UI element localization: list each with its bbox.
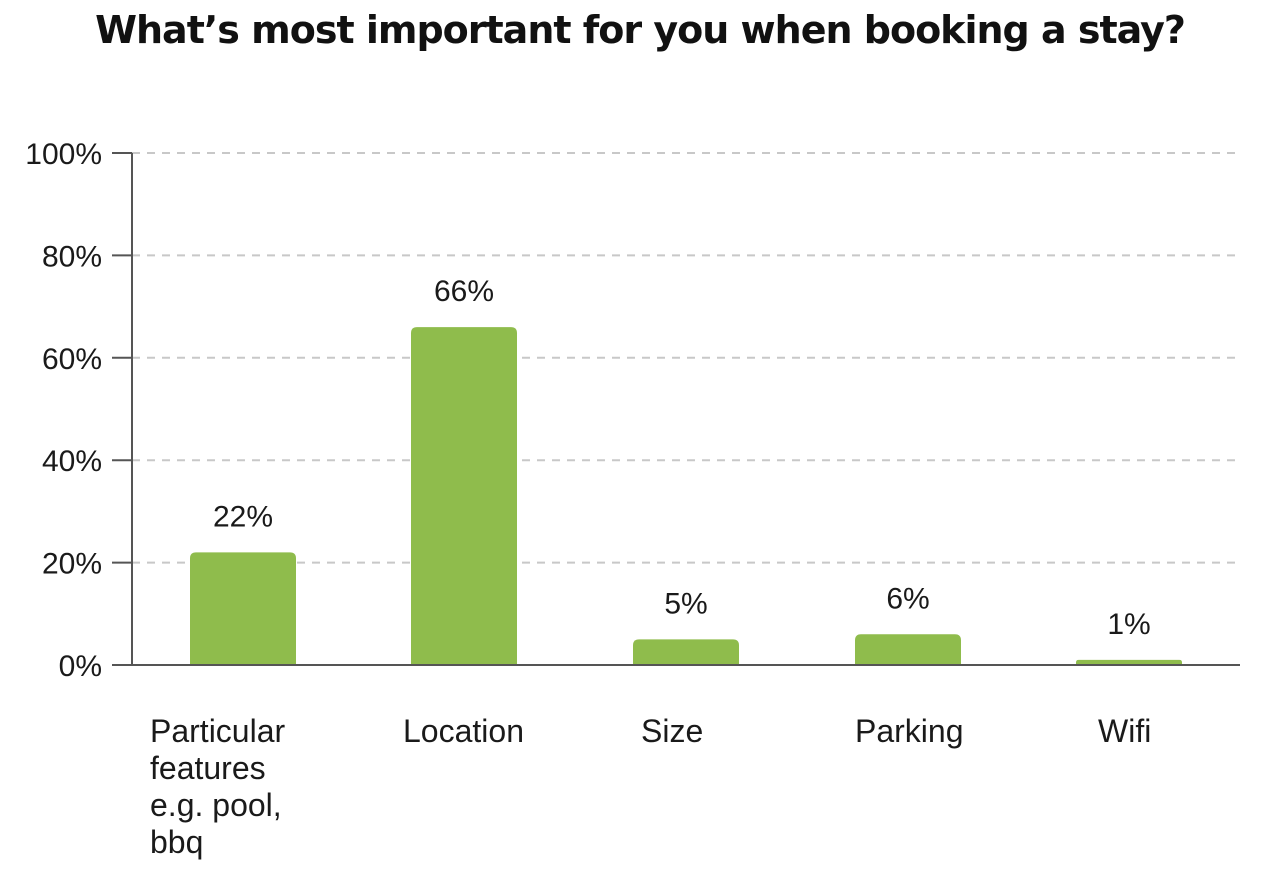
y-tick-label: 40% xyxy=(42,445,102,478)
bar xyxy=(855,634,961,665)
bar xyxy=(1076,659,1182,665)
y-tick-label: 80% xyxy=(42,240,102,273)
labels: 0% 20% 40% 60% 80% 100% 22% 66% 5% 6% 1% Particular… xyxy=(25,138,1151,860)
bar xyxy=(411,327,517,665)
x-category-label: Parking xyxy=(855,713,964,749)
data-label: 22% xyxy=(213,500,273,533)
bars xyxy=(190,327,1182,665)
gridlines xyxy=(132,152,1240,564)
data-label: 5% xyxy=(664,587,707,620)
x-category-label: Size xyxy=(641,713,703,749)
y-tick-label: 60% xyxy=(42,343,102,376)
bar xyxy=(190,552,296,665)
y-tick-label: 100% xyxy=(25,138,102,171)
y-tick-label: 20% xyxy=(42,548,102,581)
chart-title: What’s most important for you when booki… xyxy=(95,8,1186,52)
x-category-label: Location xyxy=(403,713,524,749)
bar xyxy=(633,639,739,665)
axes xyxy=(112,152,1240,666)
x-category-label: Wifi xyxy=(1098,713,1151,749)
x-category-label: Particular features e.g. pool, bbq xyxy=(150,713,286,860)
data-label: 66% xyxy=(434,275,494,308)
y-tick-label: 0% xyxy=(59,650,102,683)
data-label: 6% xyxy=(886,582,929,615)
data-label: 1% xyxy=(1107,608,1150,641)
